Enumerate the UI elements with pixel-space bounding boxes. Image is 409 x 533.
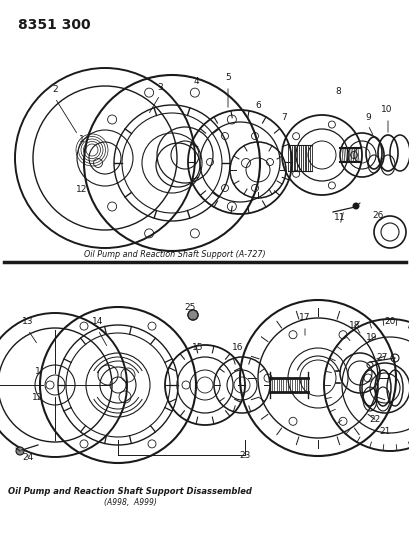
Text: 8351 300: 8351 300 xyxy=(18,18,90,32)
Text: 17: 17 xyxy=(299,313,310,322)
Circle shape xyxy=(16,447,24,455)
Text: 24: 24 xyxy=(22,454,34,463)
Circle shape xyxy=(188,310,198,320)
Text: 7: 7 xyxy=(281,114,286,123)
Text: 13: 13 xyxy=(22,318,34,327)
Text: 1: 1 xyxy=(35,367,41,376)
Text: (A998,  A999): (A998, A999) xyxy=(103,498,156,507)
Text: 3: 3 xyxy=(157,84,162,93)
Text: 16: 16 xyxy=(231,343,243,352)
Text: 22: 22 xyxy=(369,416,380,424)
Text: 6: 6 xyxy=(254,101,260,109)
Circle shape xyxy=(352,203,359,209)
Text: 20: 20 xyxy=(383,318,395,327)
Text: 12: 12 xyxy=(32,393,44,402)
Text: 11: 11 xyxy=(333,214,345,222)
Text: 14: 14 xyxy=(92,318,103,327)
Circle shape xyxy=(188,310,198,320)
Text: 19: 19 xyxy=(365,334,377,343)
Text: 4: 4 xyxy=(193,77,198,86)
Text: 15: 15 xyxy=(192,343,203,352)
Text: 1: 1 xyxy=(79,135,85,144)
Text: 26: 26 xyxy=(371,212,383,221)
Text: 12: 12 xyxy=(76,185,88,195)
Text: 10: 10 xyxy=(380,106,392,115)
Text: 2: 2 xyxy=(52,85,58,94)
Text: 18: 18 xyxy=(348,320,360,329)
Text: 25: 25 xyxy=(184,303,195,312)
Text: 23: 23 xyxy=(239,450,250,459)
Text: 27: 27 xyxy=(375,353,387,362)
Text: 5: 5 xyxy=(225,74,230,83)
Text: 9: 9 xyxy=(364,114,370,123)
Text: Oil Pump and Reaction Shaft Support Disassembled: Oil Pump and Reaction Shaft Support Disa… xyxy=(8,487,251,496)
Text: 21: 21 xyxy=(378,427,390,437)
Text: 8: 8 xyxy=(334,87,340,96)
Text: Oil Pump and Reaction Shaft Support (A-727): Oil Pump and Reaction Shaft Support (A-7… xyxy=(84,250,265,259)
